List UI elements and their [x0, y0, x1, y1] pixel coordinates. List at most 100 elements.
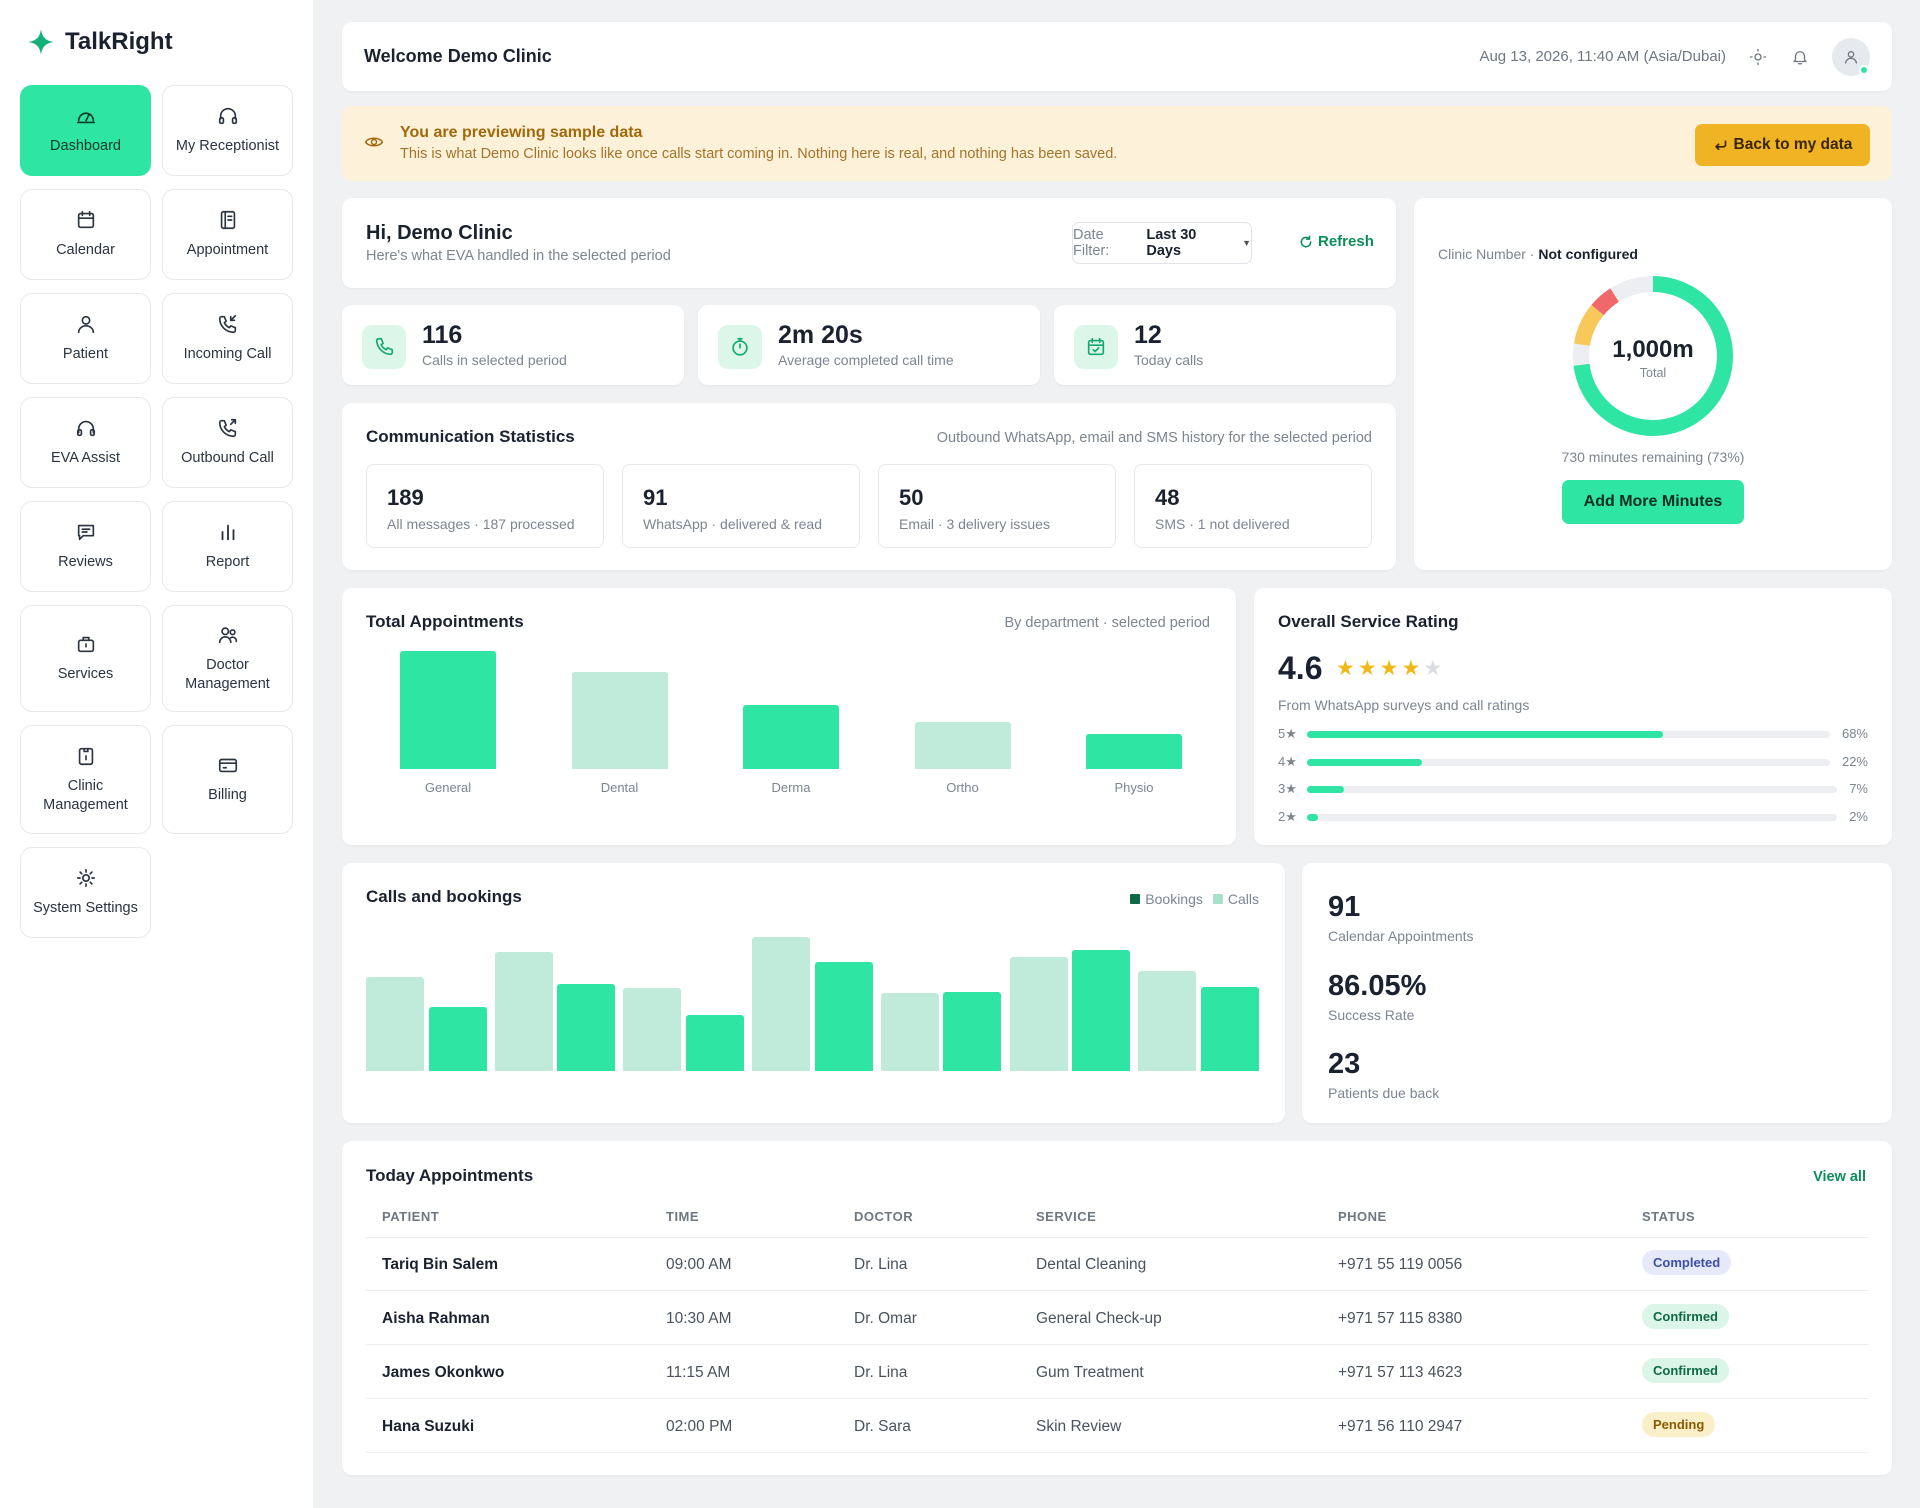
greeting-card: Hi, Demo Clinic Here's what EVA handled … [342, 198, 1396, 288]
nav-services[interactable]: Services [20, 605, 151, 712]
nav-incoming-call[interactable]: Incoming Call [162, 293, 293, 384]
kpi-icon-wrap [718, 325, 762, 369]
nav-outbound-call[interactable]: Outbound Call [162, 397, 293, 488]
bar-general[interactable] [400, 651, 496, 769]
cell-service: General Check-up [1036, 1310, 1162, 1327]
bar-bookings-5[interactable] [943, 991, 1002, 1071]
bar-calls-3[interactable] [623, 987, 682, 1071]
status-badge: Confirmed [1642, 1304, 1729, 1329]
table-row[interactable]: James Okonkwo 11:15 AM Dr. Lina Gum Trea… [366, 1346, 1868, 1399]
bar-bookings-4[interactable] [814, 962, 873, 1071]
rating-track [1307, 758, 1830, 766]
outbound-call-icon [218, 418, 236, 438]
kpi-card-calls: 116 Calls in selected period [342, 305, 684, 385]
avatar[interactable] [1832, 37, 1870, 76]
cell-time: 11:15 AM [666, 1364, 731, 1381]
total-appointments-subtitle: By department · selected period [1004, 615, 1210, 631]
nav-clinic-management[interactable]: Clinic Management [20, 725, 151, 834]
nav-billing[interactable]: Billing [162, 725, 293, 834]
notifications-button[interactable] [1790, 47, 1810, 67]
stat-label: Calendar Appointments [1328, 928, 1474, 944]
bar-label: Derma [771, 780, 811, 795]
bar-dental[interactable] [571, 672, 668, 769]
bar-ortho[interactable] [914, 721, 1011, 769]
nav-patient[interactable]: Patient [20, 293, 151, 384]
table-row[interactable]: Hana Suzuki 02:00 PM Dr. Sara Skin Revie… [366, 1400, 1868, 1453]
bar-physio[interactable] [1086, 733, 1182, 769]
person-icon [77, 315, 94, 334]
minutes-donut [1573, 276, 1733, 436]
bar-bookings-3[interactable] [685, 1014, 744, 1071]
brand[interactable]: TalkRight [27, 28, 173, 56]
nav-label: Incoming Call [183, 346, 272, 362]
stat-box-email: 50 Email · 3 delivery issues [878, 464, 1116, 548]
nav-label: Billing [208, 787, 247, 803]
kpi-label: Average completed call time [778, 352, 954, 368]
cell-doctor: Dr. Lina [854, 1256, 908, 1273]
kpi-card-avg-time: 2m 20s Average completed call time [698, 305, 1040, 385]
column-header-patient[interactable]: PATIENT [382, 1209, 440, 1224]
table-row[interactable]: Tariq Bin Salem 09:00 AM Dr. Lina Dental… [366, 1238, 1868, 1291]
bar-calls-6[interactable] [1009, 957, 1068, 1071]
bar-bookings-1[interactable] [428, 1006, 487, 1071]
nav-eva-assist[interactable]: EVA Assist [20, 397, 151, 488]
nav-reviews[interactable]: Reviews [20, 501, 151, 592]
bar-derma[interactable] [743, 705, 839, 769]
today-appointments-card: Today Appointments View all PATIENT TIME… [342, 1141, 1892, 1475]
column-header-time[interactable]: TIME [666, 1209, 700, 1224]
nav-dashboard[interactable]: Dashboard [20, 85, 151, 176]
refresh-label: Refresh [1318, 233, 1374, 250]
bar-calls-4[interactable] [752, 937, 811, 1071]
cell-phone: +971 57 115 8380 [1338, 1310, 1463, 1327]
cell-patient: Aisha Rahman [382, 1310, 490, 1327]
nav-label: Report [205, 554, 250, 570]
column-header-status[interactable]: STATUS [1642, 1209, 1696, 1224]
theme-toggle-button[interactable] [1748, 47, 1768, 67]
column-header-service[interactable]: SERVICE [1036, 1209, 1097, 1224]
bar-bookings-7[interactable] [1200, 986, 1259, 1071]
bar-calls-7[interactable] [1138, 970, 1197, 1071]
star-filled-icon: ★ [1401, 657, 1424, 680]
bar-chart-icon [221, 524, 234, 541]
kpi-icon-wrap [1074, 325, 1118, 369]
rating-fill [1307, 786, 1345, 793]
bar-bookings-6[interactable] [1072, 950, 1130, 1071]
headphones-icon [76, 420, 95, 437]
nav-label: Outbound Call [181, 450, 274, 466]
nav-calendar[interactable]: Calendar [20, 189, 151, 280]
rating-row-label: 2★ [1278, 808, 1297, 824]
star-filled-icon: ★ [1379, 657, 1402, 680]
sun-icon [1749, 48, 1767, 65]
bar-calls-5[interactable] [880, 993, 939, 1071]
column-header-doctor[interactable]: DOCTOR [854, 1209, 914, 1224]
stat-label: Success Rate [1328, 1007, 1415, 1023]
nav-doctor-management[interactable]: Doctor Management [162, 605, 293, 712]
stat-label: Patients due back [1328, 1085, 1440, 1101]
rating-fill [1307, 758, 1423, 766]
nav-report[interactable]: Report [162, 501, 293, 592]
communication-title: Communication Statistics [366, 427, 575, 446]
bar-label: Dental [600, 780, 639, 795]
nav-appointment[interactable]: Appointment [162, 189, 293, 280]
date-filter-select[interactable]: Date Filter: Last 30 Days ▼ [1072, 222, 1252, 264]
nav-my-receptionist[interactable]: My Receptionist [162, 85, 293, 176]
rating-row: 4★ 22% [1278, 754, 1868, 770]
table-row[interactable]: Aisha Rahman 10:30 AM Dr. Omar General C… [366, 1292, 1868, 1345]
kpi-value: 12 [1134, 321, 1162, 349]
add-more-minutes-button[interactable]: Add More Minutes [1562, 480, 1744, 524]
stat-value: 189 [387, 485, 424, 510]
star-rating: ★★★★★ [1336, 656, 1445, 681]
gear-icon [76, 868, 95, 888]
nav-label: My Receptionist [175, 138, 280, 154]
clinic-number: Clinic Number · Not configured [1438, 246, 1638, 262]
bar-calls-1[interactable] [366, 977, 424, 1071]
refresh-button[interactable]: Refresh [1299, 233, 1374, 250]
cell-patient: Tariq Bin Salem [382, 1256, 498, 1273]
phone-icon [375, 337, 394, 356]
back-to-my-data-button[interactable]: Back to my data [1695, 124, 1870, 166]
column-header-phone[interactable]: PHONE [1338, 1209, 1387, 1224]
bar-bookings-2[interactable] [557, 983, 616, 1071]
bar-calls-2[interactable] [494, 951, 553, 1071]
view-all-link[interactable]: View all [1813, 1169, 1866, 1185]
nav-system-settings[interactable]: System Settings [20, 847, 151, 938]
